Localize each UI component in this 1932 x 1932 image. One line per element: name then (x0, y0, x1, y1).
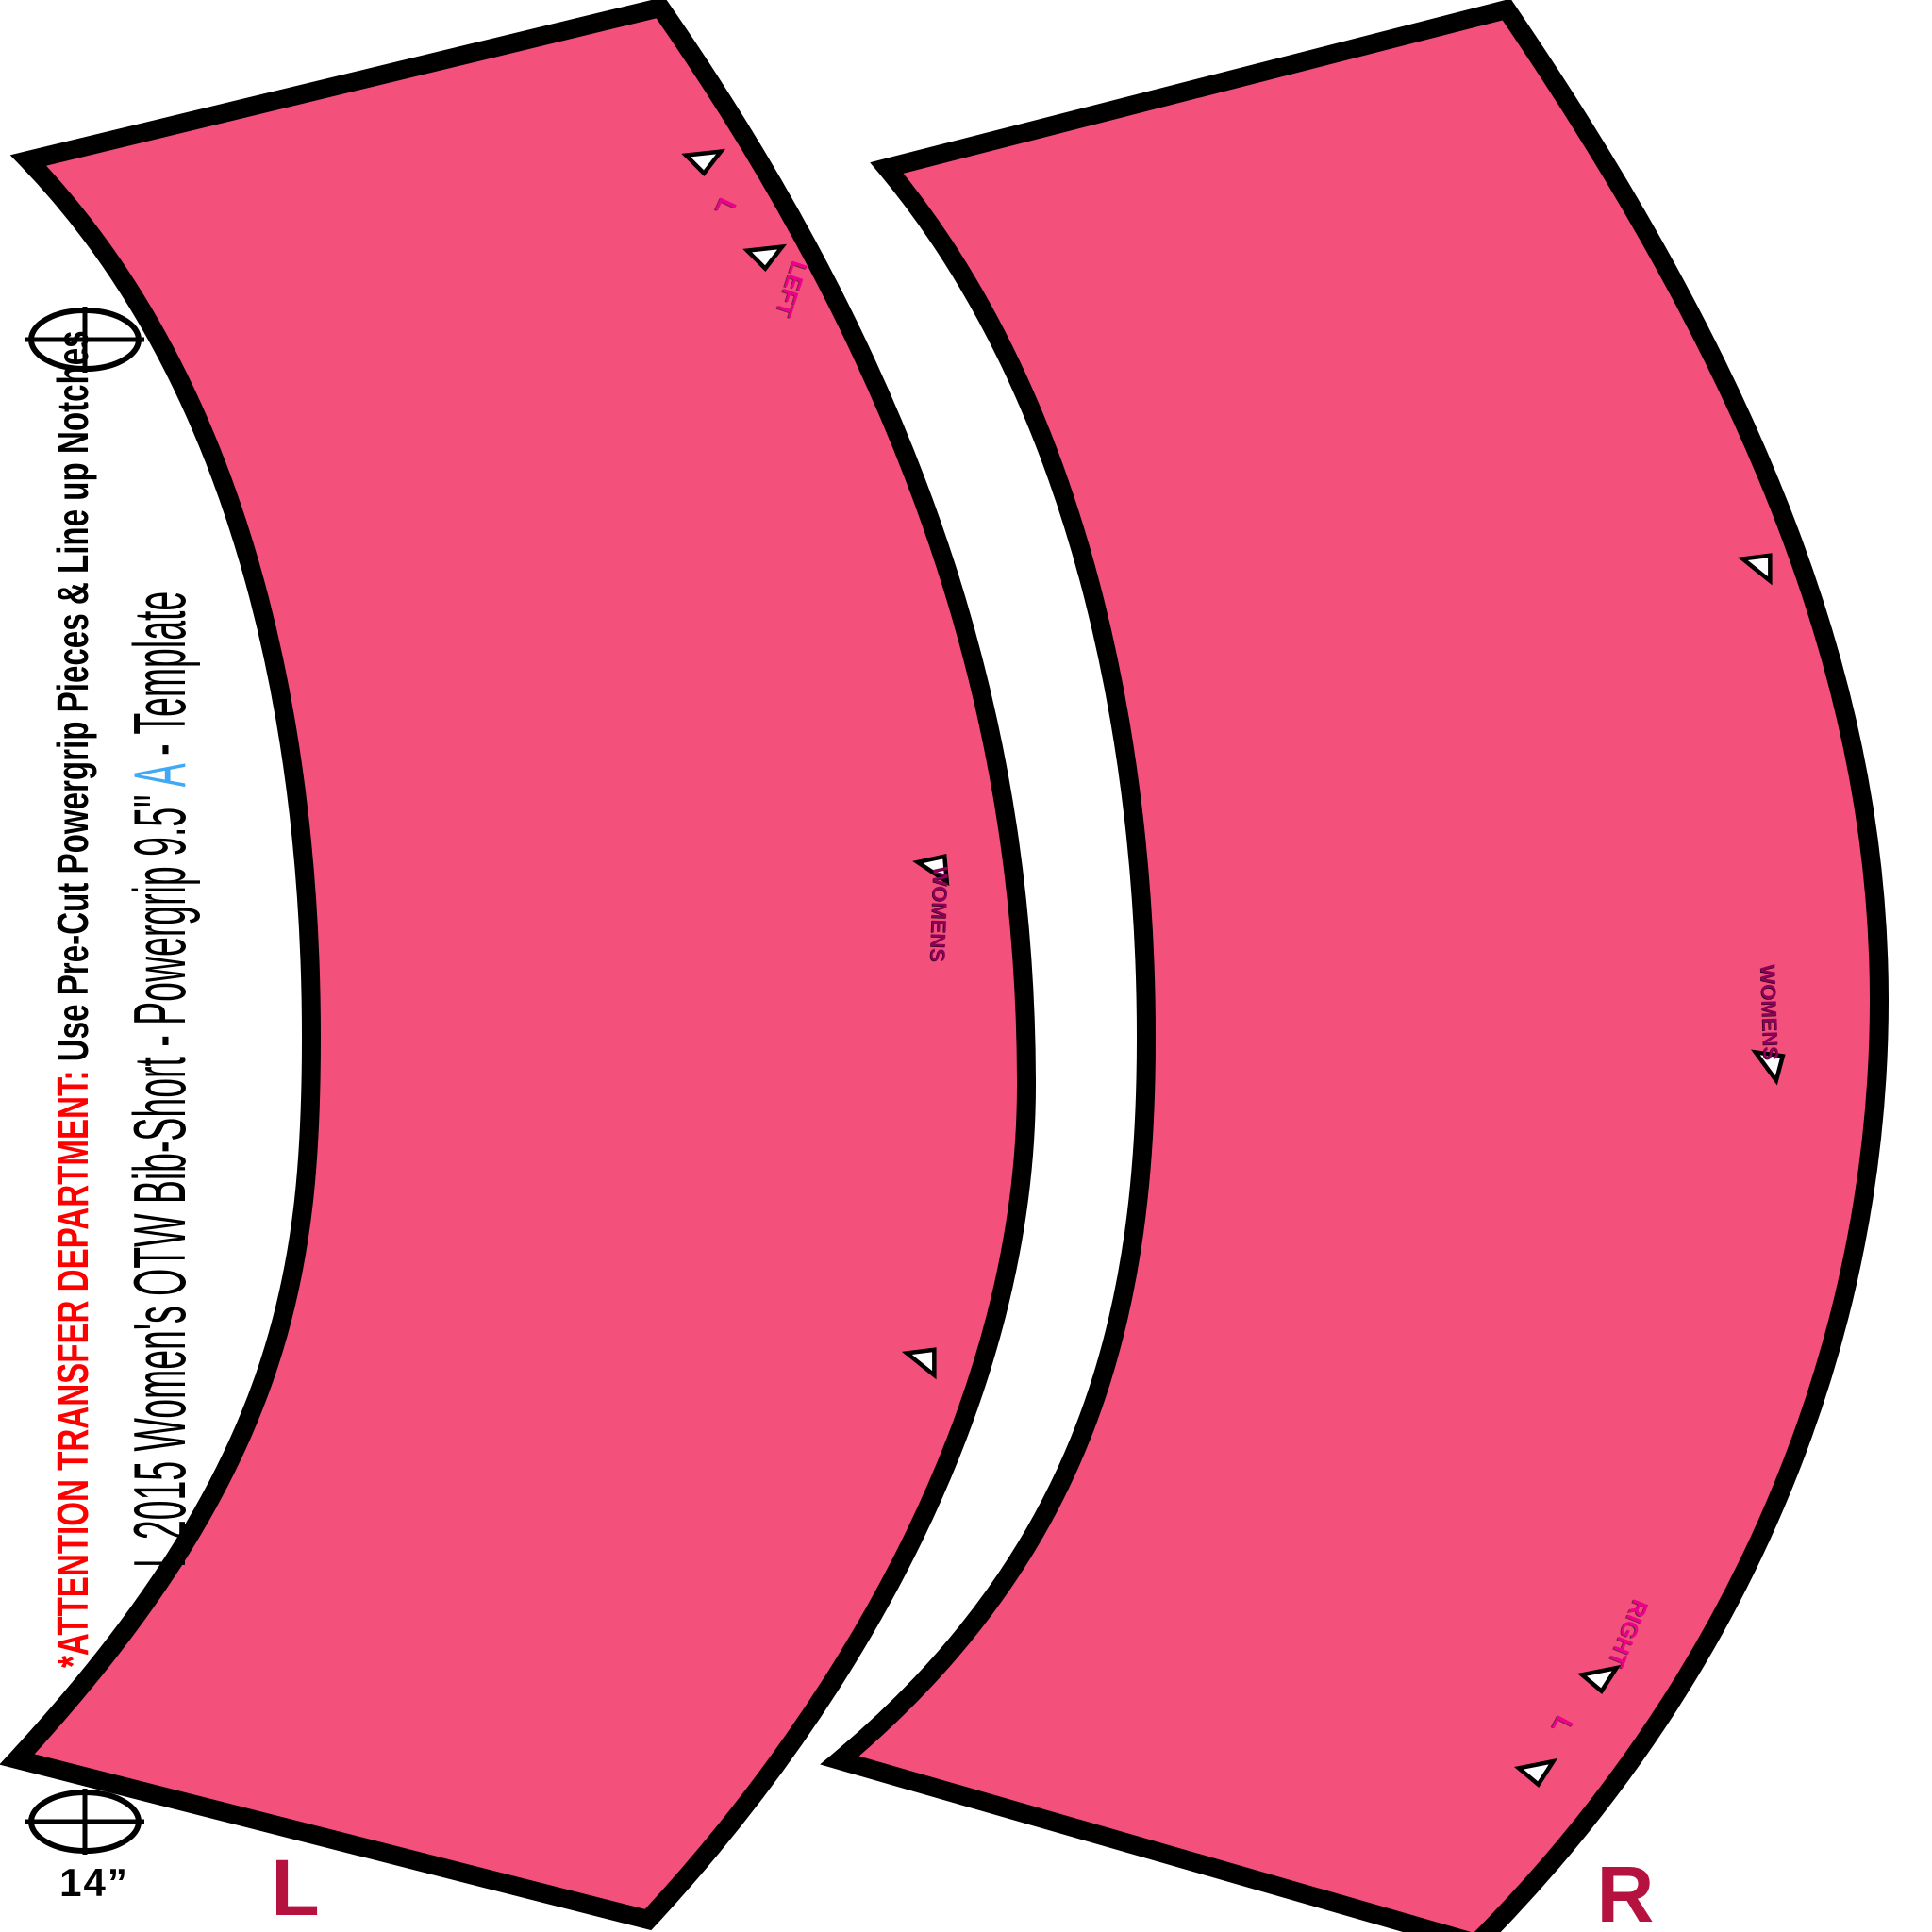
left-piece-side-label: L (271, 1843, 320, 1932)
attention-note: *ATTENTION TRANSFER DEPARTMENT: Use Pre-… (48, 330, 97, 1668)
template-title: L 2015 Women's OTW Bib-Short - Powergrip… (118, 591, 201, 1568)
notch-triangle-left-top-2 (742, 243, 788, 273)
template-title-suffix: - Template (118, 591, 201, 766)
right-pattern-piece (820, 0, 1890, 1932)
attention-note-prefix: *ATTENTION TRANSFER DEPARTMENT: (48, 1070, 97, 1668)
right-piece-side-label: R (1596, 1850, 1655, 1932)
notch-triangle-left-top-1 (681, 148, 726, 177)
left-womens-label: WOMENS (925, 865, 953, 963)
notch-triangle-right-bottom-1 (1576, 1664, 1622, 1694)
right-womens-label: WOMENS (1756, 963, 1783, 1061)
notch-triangle-left-womens (912, 854, 950, 887)
registration-mark-top (25, 307, 144, 373)
notch-triangle-right-womens (1750, 1049, 1786, 1086)
notch-triangle-right-bottom-2 (1513, 1757, 1558, 1788)
template-variant-letter: A (118, 765, 201, 788)
attention-note-rest: Use Pre-Cut Powergrip Pieces & Line up N… (48, 330, 97, 1071)
template-title-prefix: L 2015 Women's OTW Bib-Short - Powergrip… (118, 787, 201, 1568)
size-label: 14” (59, 1860, 129, 1905)
registration-mark-bottom (25, 1789, 144, 1855)
notch-triangle-left-lower (901, 1347, 937, 1380)
left-pattern-piece (0, 0, 1037, 1931)
notch-triangle-right-top (1737, 553, 1773, 586)
